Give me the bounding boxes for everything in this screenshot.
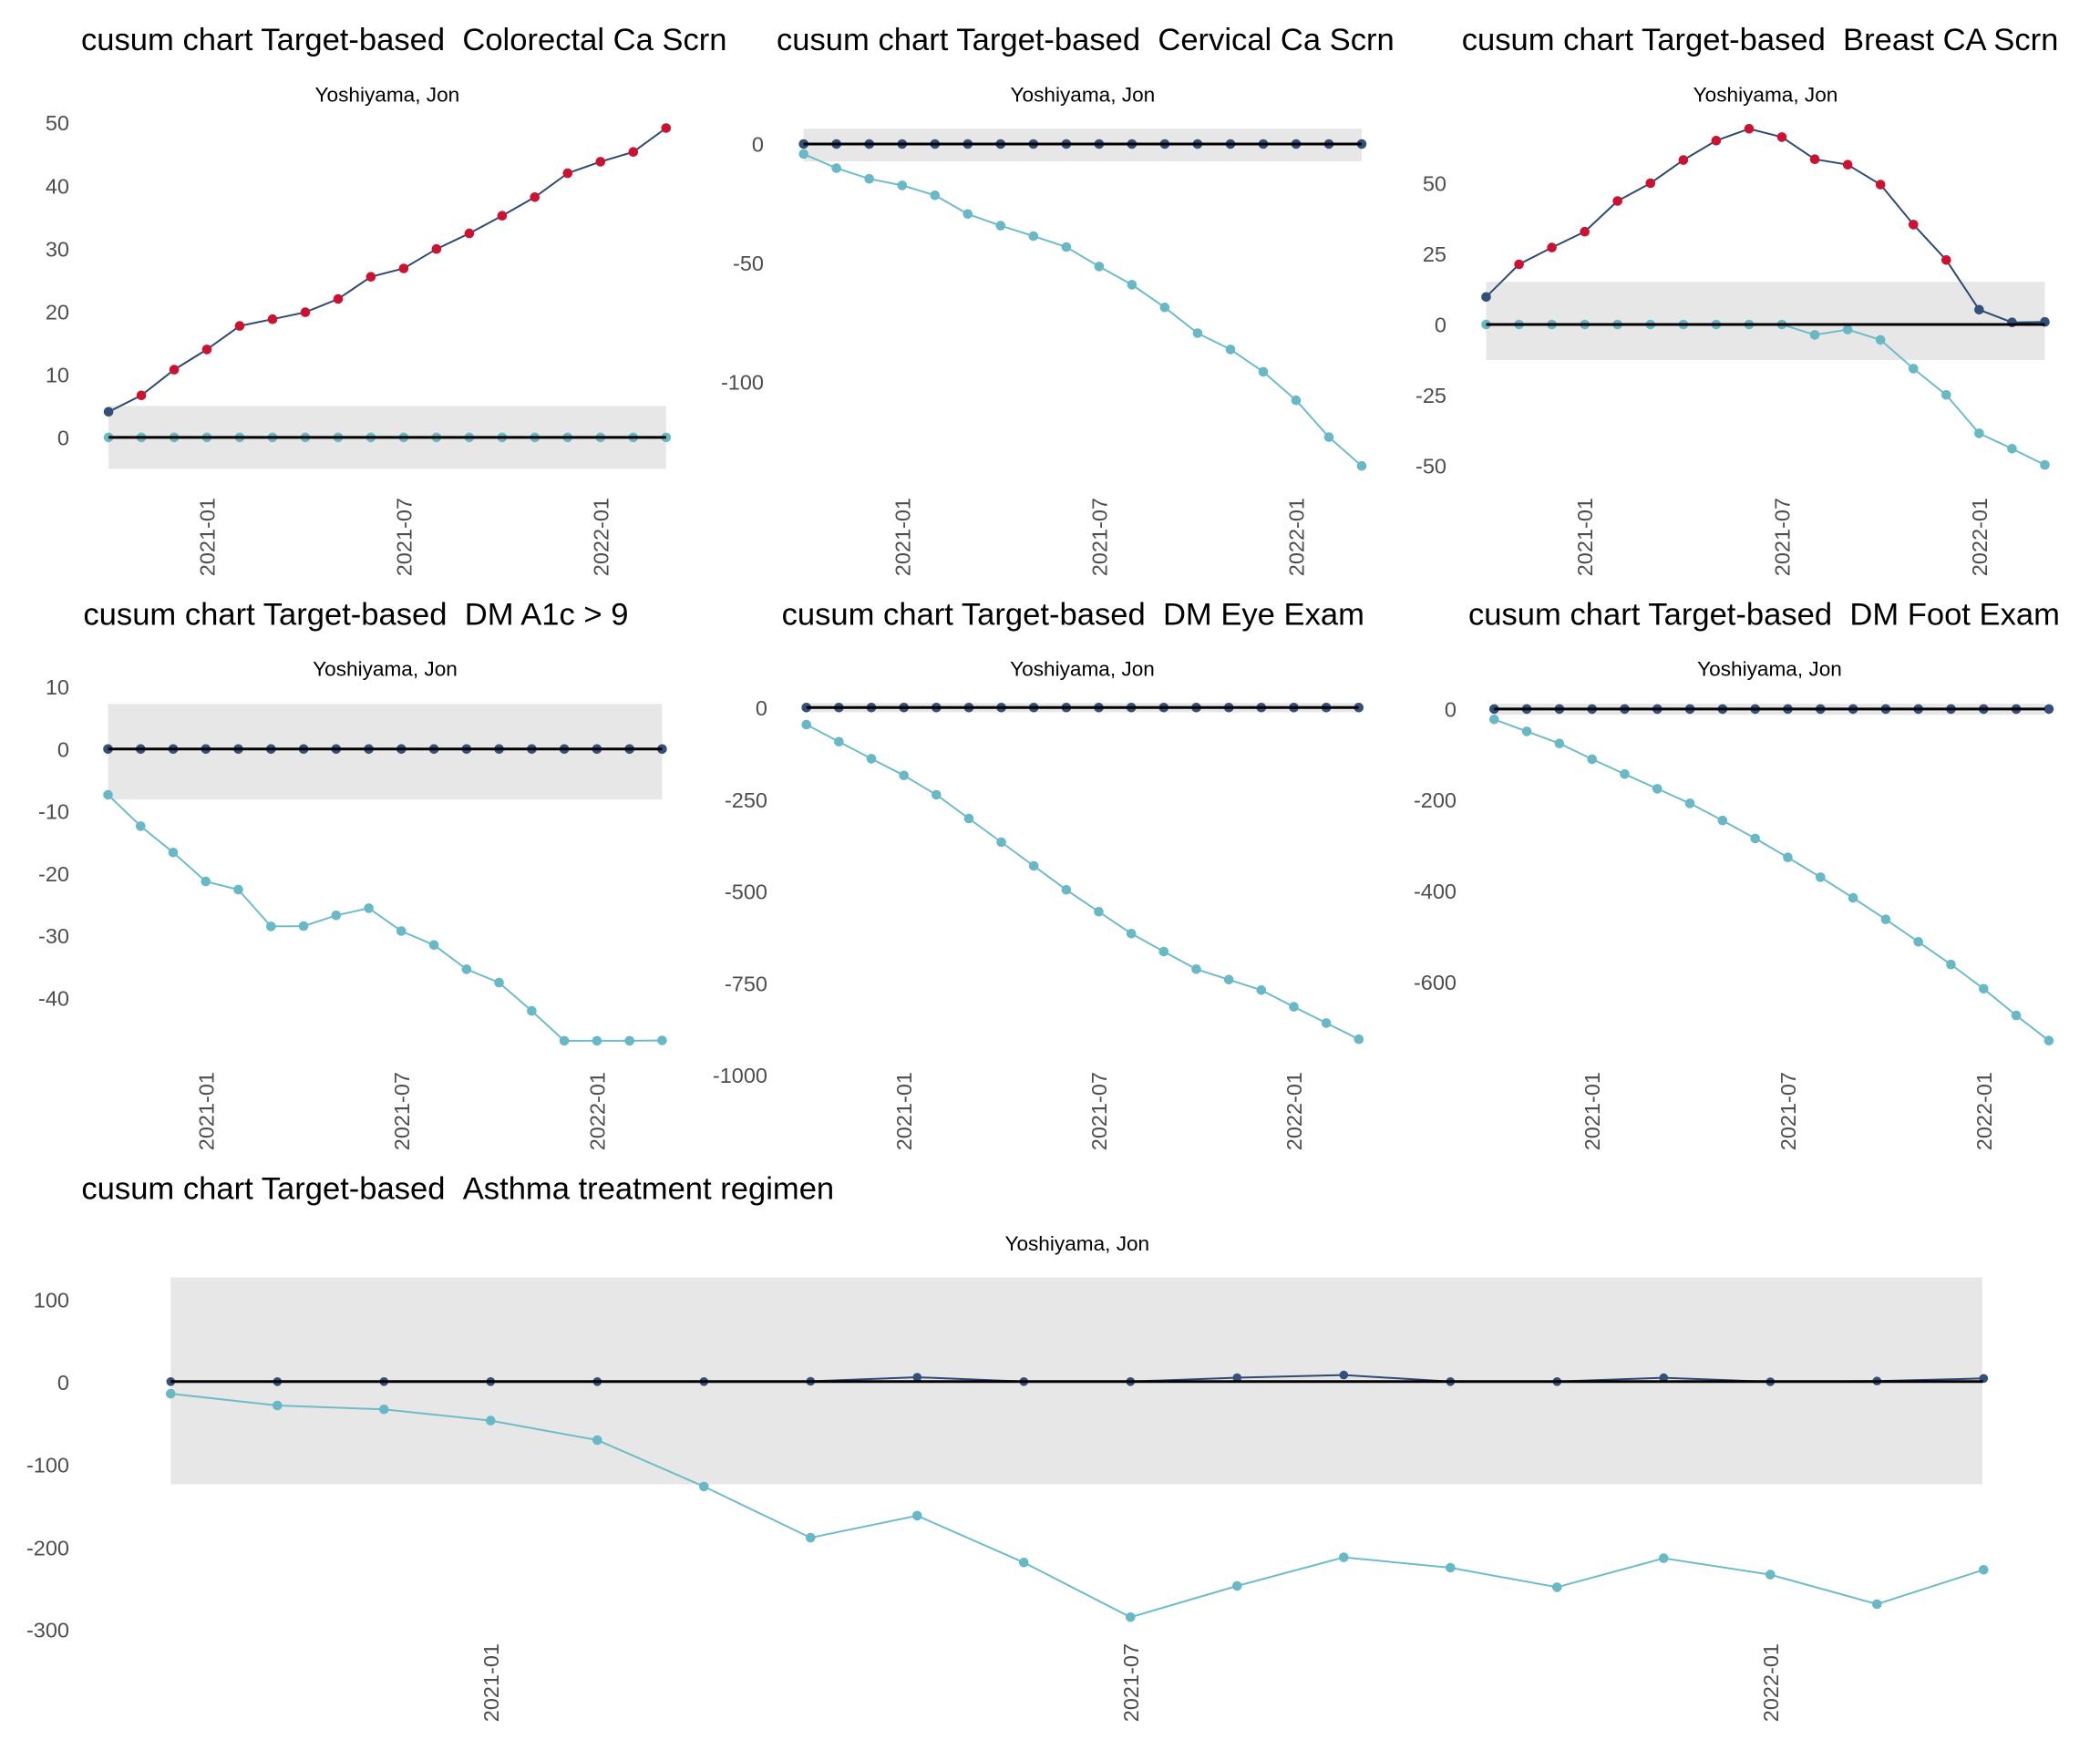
svg-text:-100: -100 bbox=[721, 370, 764, 394]
svg-text:Yoshiyama, Jon: Yoshiyama, Jon bbox=[1693, 83, 1838, 106]
svg-text:2022-01: 2022-01 bbox=[1282, 1072, 1306, 1150]
svg-text:2021-07: 2021-07 bbox=[1087, 498, 1111, 576]
svg-text:Yoshiyama, Jon: Yoshiyama, Jon bbox=[315, 83, 460, 106]
svg-text:2021-07: 2021-07 bbox=[390, 1072, 414, 1150]
svg-text:cusum chart Target-based DM A: cusum chart Target-based DM A1c > 9 bbox=[83, 598, 628, 633]
svg-text:-30: -30 bbox=[38, 924, 69, 948]
svg-text:2022-01: 2022-01 bbox=[585, 1072, 609, 1150]
svg-text:2021-07: 2021-07 bbox=[1119, 1643, 1143, 1722]
svg-text:cusum chart Target-based DM F: cusum chart Target-based DM Foot Exam bbox=[1468, 598, 2060, 633]
svg-text:2022-01: 2022-01 bbox=[1759, 1643, 1783, 1722]
svg-text:2021-01: 2021-01 bbox=[194, 1072, 218, 1150]
svg-text:2021-07: 2021-07 bbox=[1771, 498, 1795, 576]
svg-text:0: 0 bbox=[57, 1371, 69, 1395]
svg-text:0: 0 bbox=[57, 426, 69, 449]
svg-text:2021-01: 2021-01 bbox=[1573, 498, 1597, 576]
svg-text:100: 100 bbox=[34, 1289, 69, 1312]
svg-text:2022-01: 2022-01 bbox=[1285, 498, 1309, 576]
svg-text:2021-01: 2021-01 bbox=[890, 498, 914, 576]
svg-text:-300: -300 bbox=[26, 1619, 69, 1642]
svg-text:-50: -50 bbox=[1415, 455, 1446, 479]
svg-text:-20: -20 bbox=[38, 862, 69, 886]
svg-text:-250: -250 bbox=[725, 788, 767, 812]
svg-text:10: 10 bbox=[46, 675, 69, 699]
svg-text:cusum chart Target-based Brea: cusum chart Target-based Breast CA Scrn bbox=[1462, 23, 2059, 57]
svg-text:2021-07: 2021-07 bbox=[392, 498, 416, 576]
svg-text:-40: -40 bbox=[38, 987, 69, 1011]
svg-text:-50: -50 bbox=[733, 252, 764, 275]
svg-text:0: 0 bbox=[756, 696, 767, 720]
svg-text:30: 30 bbox=[46, 237, 69, 261]
svg-text:25: 25 bbox=[1423, 242, 1446, 266]
svg-text:2021-01: 2021-01 bbox=[1580, 1072, 1604, 1150]
svg-text:-100: -100 bbox=[26, 1454, 69, 1477]
svg-text:Yoshiyama, Jon: Yoshiyama, Jon bbox=[1697, 657, 1842, 680]
svg-text:Yoshiyama, Jon: Yoshiyama, Jon bbox=[1004, 1232, 1149, 1255]
svg-text:-500: -500 bbox=[725, 880, 767, 904]
svg-text:2021-01: 2021-01 bbox=[479, 1643, 503, 1722]
svg-text:2022-01: 2022-01 bbox=[589, 498, 612, 576]
svg-text:cusum chart Target-based Asth: cusum chart Target-based Asthma treatmen… bbox=[81, 1172, 834, 1207]
svg-text:cusum chart Target-based Cerv: cusum chart Target-based Cervical Ca Scr… bbox=[777, 23, 1395, 57]
svg-text:50: 50 bbox=[1423, 172, 1446, 196]
svg-text:2021-07: 2021-07 bbox=[1087, 1072, 1111, 1150]
svg-text:0: 0 bbox=[1445, 697, 1457, 721]
svg-text:Yoshiyama, Jon: Yoshiyama, Jon bbox=[1010, 657, 1155, 680]
svg-text:-600: -600 bbox=[1414, 971, 1457, 994]
svg-text:40: 40 bbox=[46, 174, 69, 198]
svg-text:50: 50 bbox=[46, 111, 69, 135]
svg-text:-10: -10 bbox=[38, 800, 69, 824]
svg-text:2021-07: 2021-07 bbox=[1776, 1072, 1800, 1150]
svg-text:10: 10 bbox=[46, 363, 69, 386]
svg-text:cusum chart Target-based DM E: cusum chart Target-based DM Eye Exam bbox=[782, 598, 1364, 633]
svg-text:0: 0 bbox=[1435, 314, 1446, 337]
svg-text:2022-01: 2022-01 bbox=[1972, 1072, 1996, 1150]
svg-text:Yoshiyama, Jon: Yoshiyama, Jon bbox=[1011, 83, 1156, 106]
svg-text:2021-01: 2021-01 bbox=[196, 498, 220, 576]
svg-text:-750: -750 bbox=[725, 972, 767, 995]
svg-text:-200: -200 bbox=[26, 1537, 69, 1560]
svg-text:-400: -400 bbox=[1414, 880, 1457, 903]
svg-text:Yoshiyama, Jon: Yoshiyama, Jon bbox=[313, 657, 458, 680]
svg-text:0: 0 bbox=[57, 737, 69, 761]
svg-text:-200: -200 bbox=[1414, 788, 1457, 812]
svg-text:cusum chart Target-based Colo: cusum chart Target-based Colorectal Ca S… bbox=[81, 23, 727, 57]
svg-text:0: 0 bbox=[752, 133, 764, 157]
svg-text:-1000: -1000 bbox=[713, 1064, 767, 1087]
svg-text:2021-01: 2021-01 bbox=[892, 1072, 916, 1150]
svg-text:20: 20 bbox=[46, 300, 69, 324]
svg-text:2022-01: 2022-01 bbox=[1968, 498, 1992, 576]
svg-text:-25: -25 bbox=[1415, 384, 1446, 407]
